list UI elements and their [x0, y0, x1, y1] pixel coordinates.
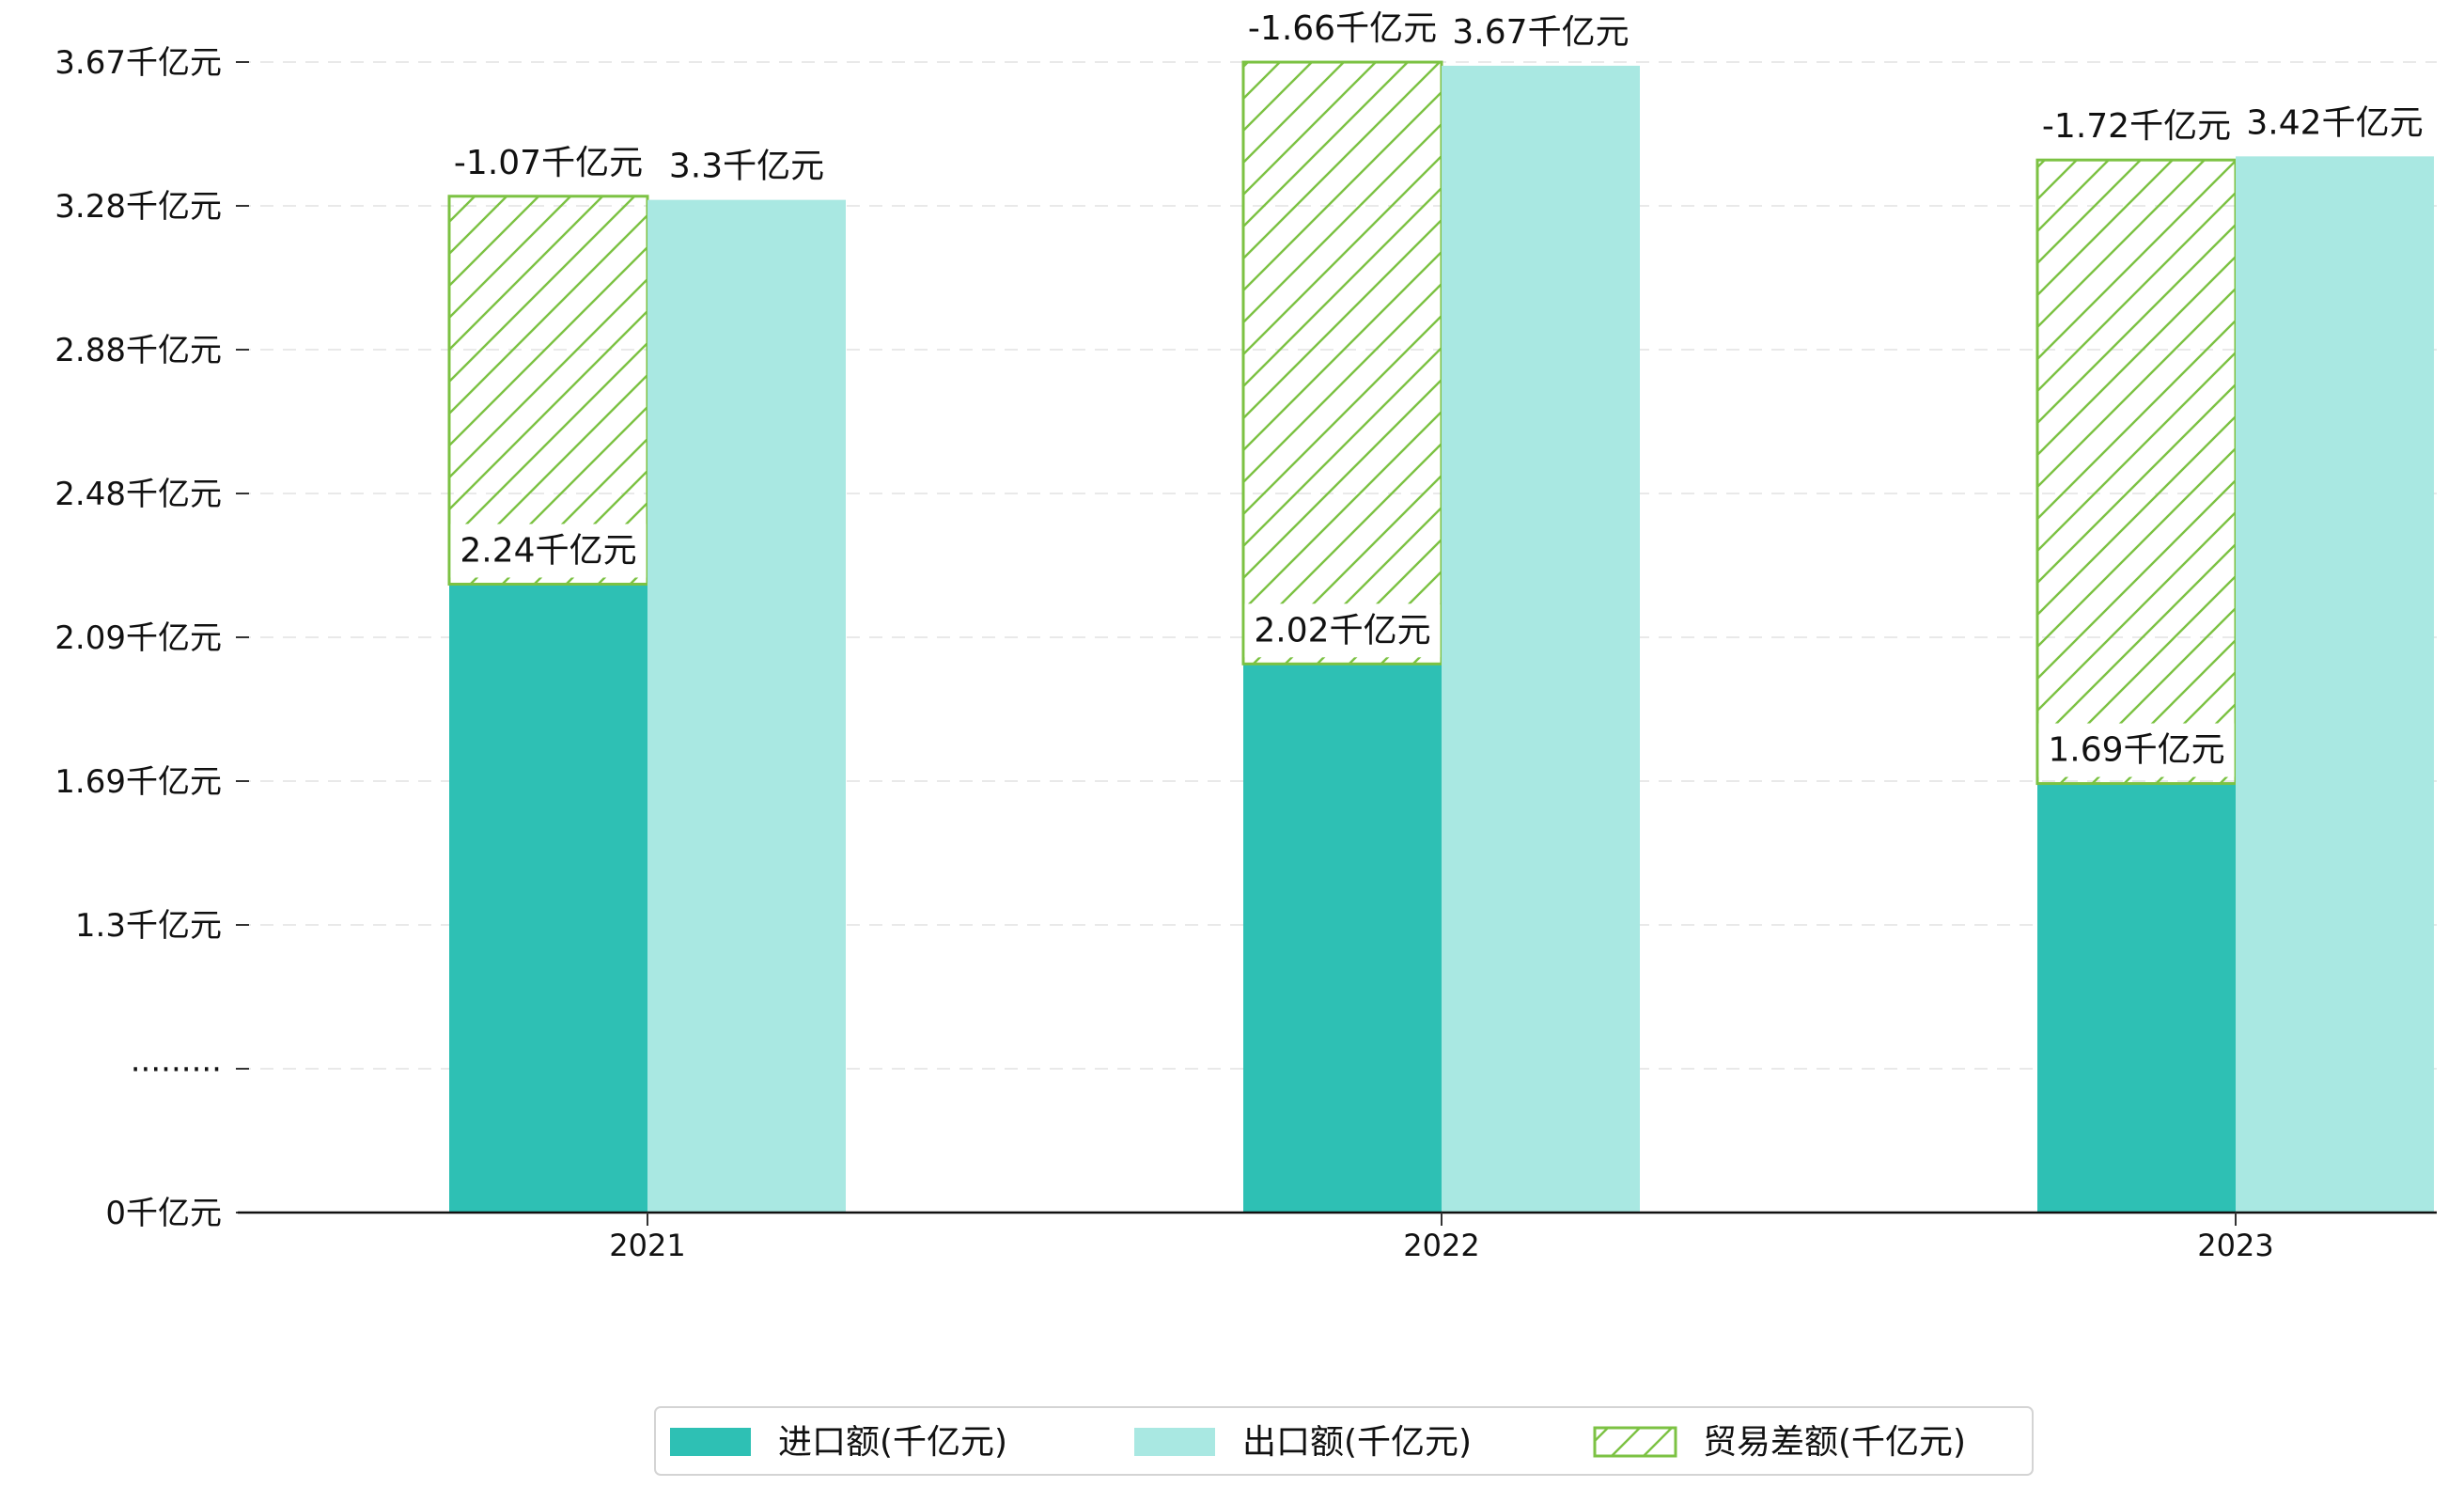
- export-value-label: 3.42千亿元: [2246, 103, 2423, 142]
- legend-import-label: 进口额(千亿元): [778, 1423, 1007, 1462]
- legend-trade-balance-label: 贸易差额(千亿元): [1703, 1423, 1966, 1462]
- label-background: [1238, 2, 1447, 56]
- y-tick-label: 3.67千亿元: [55, 44, 222, 82]
- import-bar: [449, 584, 647, 1213]
- y-tick-label: 3.28千亿元: [55, 188, 222, 226]
- label-background: [450, 524, 647, 578]
- label-background: [1443, 5, 1639, 59]
- import-bar: [1243, 664, 1442, 1213]
- legend-export-label: 出口额(千亿元): [1242, 1423, 1472, 1462]
- trade-balance-bar: [447, 195, 649, 586]
- import-value-label-group: 2.24千亿元: [450, 524, 647, 578]
- label-background: [2032, 100, 2241, 154]
- y-tick-label: 1.69千亿元: [55, 763, 222, 801]
- import-bar: [2037, 783, 2236, 1213]
- export-value-label: 3.3千亿元: [669, 148, 824, 186]
- legend-export-swatch: [1134, 1428, 1215, 1456]
- x-tick-label: 2021: [609, 1228, 685, 1263]
- y-tick-label: 2.09千亿元: [55, 619, 222, 657]
- y-axis: 0千亿元 ········· 1.3千亿元 1.69千亿元 2.09千亿元 2.48千亿元…: [55, 44, 249, 1232]
- legend: 进口额(千亿元) 出口额(千亿元) 贸易差额(千亿元): [654, 1406, 2034, 1476]
- legend-box: [654, 1406, 2034, 1476]
- trade-balance-bar: [1241, 60, 1443, 665]
- import-value-label-group: 2.02千亿元: [1244, 603, 1441, 658]
- legend-import-swatch: [670, 1428, 751, 1456]
- import-value-label-group: 1.69千亿元: [2038, 723, 2235, 777]
- export-bar: [647, 199, 846, 1213]
- export-bar: [1442, 65, 1640, 1213]
- export-value-label-group: 3.3千亿元: [659, 139, 834, 194]
- export-value-label-group: 3.42千亿元: [2237, 96, 2433, 150]
- legend-trade-balance-swatch: [1593, 1426, 1677, 1458]
- trade-balance-value-label-group: -1.72千亿元: [2032, 100, 2241, 154]
- trade-balance-value-label-group: -1.66千亿元: [1238, 2, 1447, 56]
- label-background: [444, 135, 653, 190]
- import-value-label: 2.24千亿元: [460, 531, 636, 570]
- import-value-label: 2.02千亿元: [1254, 611, 1430, 650]
- y-tick-label: 0千亿元: [105, 1195, 222, 1232]
- trade-balance-value-label: -1.72千亿元: [2042, 107, 2231, 146]
- y-tick-label: 2.48千亿元: [55, 476, 222, 513]
- data-labels: 2.24千亿元 3.3千亿元 -1.07千亿元 2.02千亿元 3.67千亿元 -1.66…: [444, 2, 2433, 777]
- bars: [447, 60, 2434, 1213]
- x-tick-label: 2022: [1403, 1228, 1479, 1263]
- label-background: [659, 139, 834, 194]
- export-value-label-group: 3.67千亿元: [1443, 5, 1639, 59]
- x-axis: 2021 2022 2023: [609, 1213, 2274, 1263]
- x-tick-label: 2023: [2197, 1228, 2273, 1263]
- label-background: [1244, 603, 1441, 658]
- label-background: [2237, 96, 2433, 150]
- export-value-label: 3.67千亿元: [1452, 13, 1629, 52]
- export-bar: [2236, 156, 2434, 1213]
- y-tick-label: 2.88千亿元: [55, 332, 222, 369]
- label-background: [2038, 723, 2235, 777]
- trade-balance-value-label: -1.07千亿元: [454, 144, 643, 182]
- y-tick-label: ·········: [131, 1051, 222, 1088]
- trade-balance-value-label: -1.66千亿元: [1248, 9, 1437, 48]
- trade-balance-bar: [2035, 158, 2238, 786]
- import-value-label: 1.69千亿元: [2048, 731, 2224, 770]
- trade-balance-value-label-group: -1.07千亿元: [444, 135, 653, 190]
- y-tick-label: 1.3千亿元: [75, 907, 222, 945]
